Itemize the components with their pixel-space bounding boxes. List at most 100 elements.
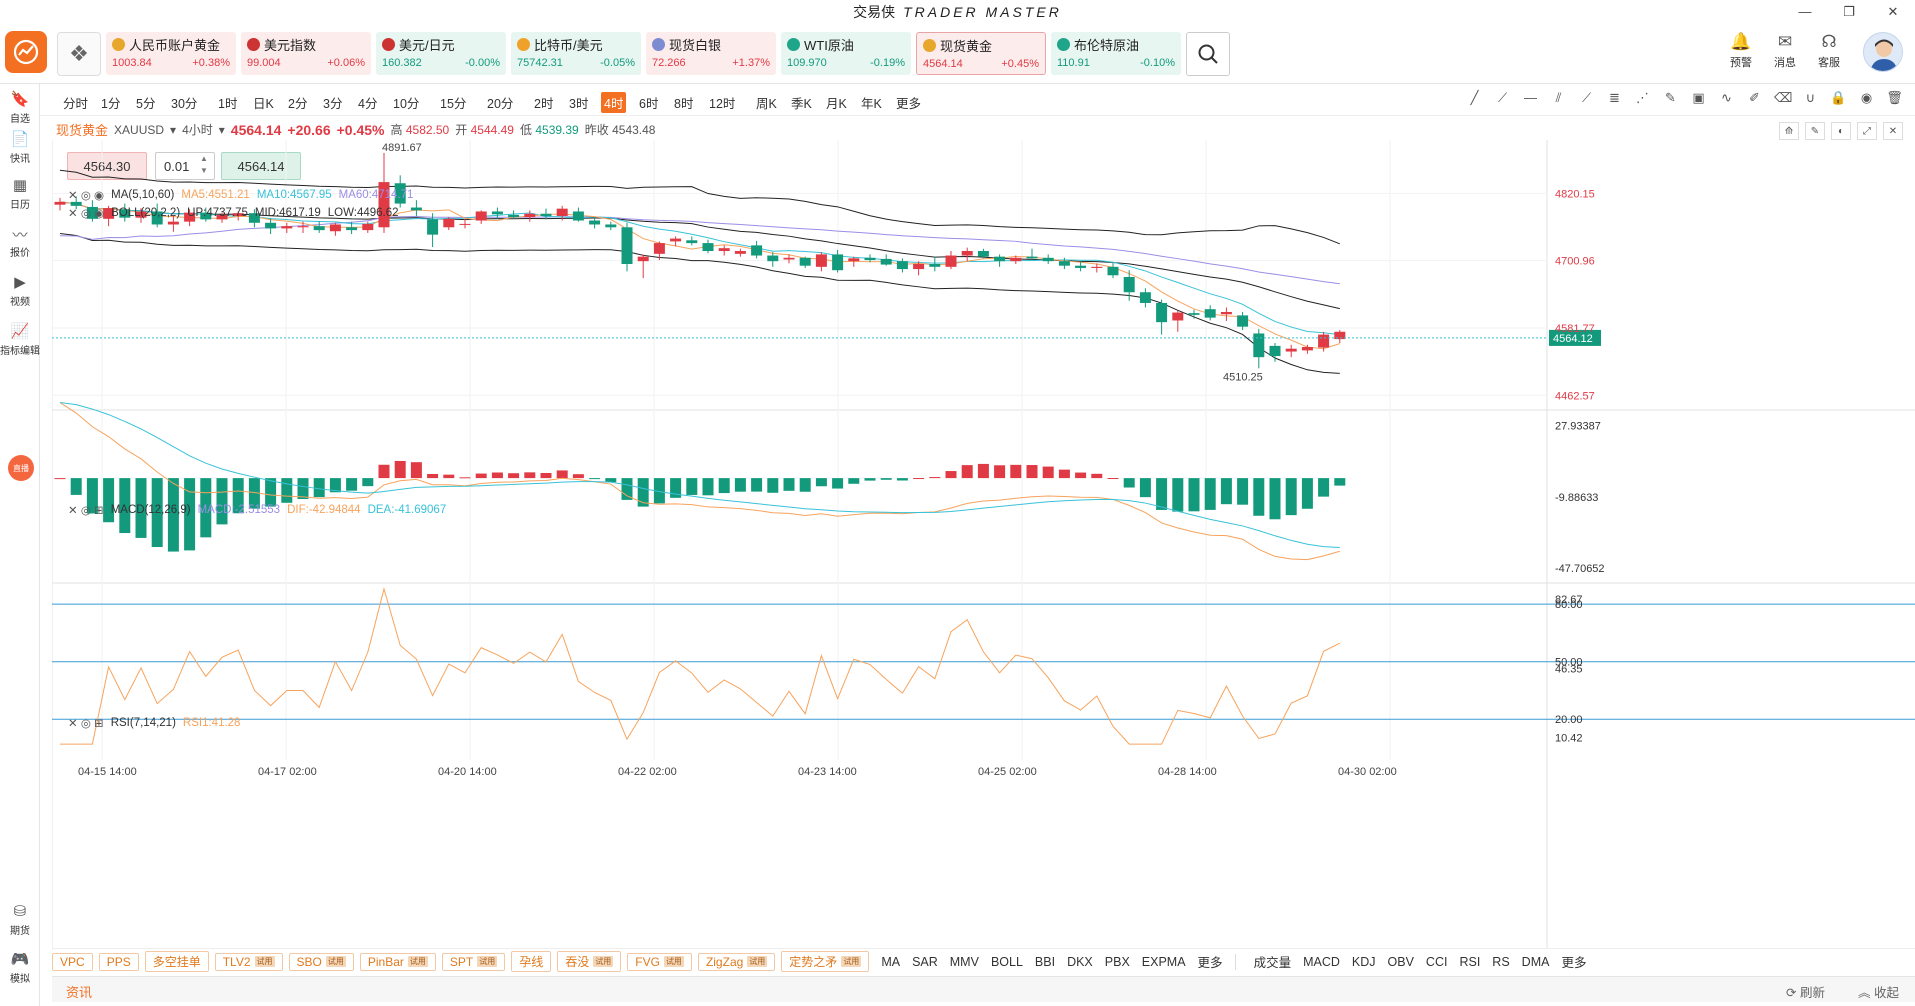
ticker-2[interactable]: 美元/日元 160.382 -0.00% xyxy=(376,32,506,75)
period-6[interactable]: 2分 xyxy=(288,97,308,111)
main-ind-3[interactable]: BOLL xyxy=(990,954,1023,969)
draw-icon[interactable]: ✎ xyxy=(1805,122,1825,140)
sub-ind-6[interactable]: RS xyxy=(1492,954,1510,969)
period-16[interactable]: 8时 xyxy=(674,97,694,111)
ticker-1[interactable]: 美元指数 99.004 +0.06% xyxy=(241,32,371,75)
ticker-0[interactable]: 人民币账户黄金 1003.84 +0.38% xyxy=(106,32,236,75)
trash-icon[interactable]: 🗑 xyxy=(1886,90,1903,105)
main-ind-1[interactable]: SAR xyxy=(912,954,938,969)
ticker-3[interactable]: 比特币/美元 75742.31 -0.05% xyxy=(511,32,641,75)
tag-1[interactable]: PPS xyxy=(98,952,139,971)
close-icon[interactable]: ✕ xyxy=(1887,4,1899,19)
ticker-6[interactable]: 现货黄金 4564.14 +0.45% xyxy=(916,32,1046,75)
chevron-down-icon[interactable]: ▾ xyxy=(218,122,225,137)
tag-2[interactable]: 多空挂单 xyxy=(144,951,209,972)
horizontal-line-icon[interactable]: — xyxy=(1524,90,1537,105)
sell-price-button[interactable]: 4564.30 xyxy=(67,152,147,180)
ray-line-icon[interactable]: ⟋ xyxy=(1497,90,1508,105)
news-tab[interactable]: 资讯 xyxy=(66,985,93,1000)
period-18[interactable]: 周K xyxy=(756,97,777,111)
tag-0[interactable]: VPC xyxy=(52,952,93,971)
tag-9[interactable]: FVG 试用 xyxy=(627,952,692,971)
sidebar-item-video[interactable]: ▶ 视频 xyxy=(0,273,40,308)
maximize-icon[interactable]: ❐ xyxy=(1843,4,1855,19)
sidebar-item-flash[interactable]: 📄 快讯 xyxy=(0,130,40,165)
wave-icon[interactable]: ∿ xyxy=(1721,90,1732,105)
sub-ind-5[interactable]: RSI xyxy=(1459,954,1481,969)
sidebar-item-quotes[interactable]: 〰报价 xyxy=(0,224,40,259)
period-20[interactable]: 月K xyxy=(826,97,847,111)
main-ind-5[interactable]: DKX xyxy=(1067,954,1093,969)
chart-type-icon[interactable]: ⟰ xyxy=(1779,122,1799,140)
trend-line-icon[interactable]: ╱ xyxy=(1470,90,1479,105)
alert-button[interactable]: 🔔 预警 xyxy=(1725,32,1757,70)
compare-icon[interactable]: ◐ xyxy=(1831,122,1851,140)
sub-ind-4[interactable]: CCI xyxy=(1425,954,1448,969)
sidebar-item-calendar[interactable]: ▦ 日历 xyxy=(0,176,40,211)
quantity-stepper[interactable]: 0.01 xyxy=(155,152,215,180)
tag-6[interactable]: SPT 试用 xyxy=(441,952,506,971)
message-button[interactable]: ✉ 消息 xyxy=(1769,32,1801,70)
period-22[interactable]: 更多 xyxy=(896,97,922,111)
period-14[interactable]: 4时 xyxy=(601,92,627,113)
period-12[interactable]: 2时 xyxy=(534,97,554,111)
period-7[interactable]: 3分 xyxy=(323,97,343,111)
buy-price-button[interactable]: 4564.14 xyxy=(221,152,301,180)
tag-4[interactable]: SBO 试用 xyxy=(288,952,354,971)
sidebar-item-demo[interactable]: 🎮 模拟 xyxy=(0,950,40,985)
period-11[interactable]: 20分 xyxy=(487,97,514,111)
collapse-button[interactable]: ︽ 收起 xyxy=(1858,986,1899,1000)
eraser-icon[interactable]: ⌫ xyxy=(1774,90,1793,105)
period-15[interactable]: 6时 xyxy=(639,97,659,111)
period-3[interactable]: 30分 xyxy=(171,97,198,111)
parallel-line-icon[interactable]: ⫽ xyxy=(1555,90,1562,105)
fan-icon[interactable]: ⋰ xyxy=(1636,90,1649,105)
ticker-5[interactable]: WTI原油 109.970 -0.19% xyxy=(781,32,911,75)
image-icon[interactable]: ▣ xyxy=(1692,90,1705,105)
menu-grid-icon[interactable]: ❖ xyxy=(57,32,101,76)
refresh-button[interactable]: ⟳ 刷新 xyxy=(1786,986,1825,1000)
period-21[interactable]: 年K xyxy=(861,97,882,111)
close-boll-icon[interactable]: ✕ ◎ ◉ xyxy=(68,208,105,220)
period-17[interactable]: 12时 xyxy=(709,97,736,111)
pen-icon[interactable]: ✎ xyxy=(1665,90,1676,105)
tag-7[interactable]: 孕线 xyxy=(511,951,552,972)
magnet-icon[interactable]: ∪ xyxy=(1805,90,1816,105)
main-ind-4[interactable]: BBI xyxy=(1034,954,1056,969)
period-5[interactable]: 日K xyxy=(253,97,274,111)
period-19[interactable]: 季K xyxy=(791,97,812,111)
sub-ind-3[interactable]: OBV xyxy=(1387,954,1414,969)
period-13[interactable]: 3时 xyxy=(569,97,589,111)
tag-5[interactable]: PinBar 试用 xyxy=(359,952,436,971)
main-ind-7[interactable]: EXPMA xyxy=(1141,954,1186,969)
app-logo-icon[interactable] xyxy=(5,31,47,73)
close-rsi-icon[interactable]: ✕ ◎ ⊞ xyxy=(68,718,104,730)
sub-ind-7[interactable]: DMA xyxy=(1521,954,1550,969)
fullscreen-icon[interactable]: ⤢ xyxy=(1857,122,1877,140)
live-button[interactable]: 直播 xyxy=(8,455,34,481)
avatar[interactable] xyxy=(1863,32,1903,72)
period-8[interactable]: 4分 xyxy=(358,97,378,111)
main-ind-8[interactable]: 更多 xyxy=(1197,956,1223,970)
close-macd-icon[interactable]: ✕ ◎ ⊞ xyxy=(68,505,104,517)
period-4[interactable]: 1时 xyxy=(218,97,238,111)
symbol-name[interactable]: 现货黄金 xyxy=(56,123,109,138)
tag-10[interactable]: ZigZag 试用 xyxy=(697,952,776,971)
stepper-arrows-icon[interactable]: ▲ ▼ xyxy=(200,154,208,175)
close-chart-icon[interactable]: ✕ xyxy=(1883,122,1903,140)
sub-ind-1[interactable]: MACD xyxy=(1303,954,1340,969)
eye-icon[interactable]: ◉ xyxy=(1860,90,1873,105)
tag-3[interactable]: TLV2 试用 xyxy=(214,952,283,971)
tag-11[interactable]: 定势之矛 试用 xyxy=(781,951,870,972)
ticker-4[interactable]: 现货白银 72.266 +1.37% xyxy=(646,32,776,75)
period-10[interactable]: 15分 xyxy=(440,97,467,111)
period-1[interactable]: 1分 xyxy=(101,97,121,111)
sidebar-item-watchlist[interactable]: 🔖 自选 xyxy=(0,90,40,125)
lock-icon[interactable]: 🔒 xyxy=(1830,90,1847,105)
service-button[interactable]: ☊ 客服 xyxy=(1813,32,1845,70)
main-ind-2[interactable]: MMV xyxy=(949,954,979,969)
period-2[interactable]: 5分 xyxy=(136,97,156,111)
close-ma-icon[interactable]: ✕ ◎ ◉ xyxy=(68,190,105,202)
minimize-icon[interactable]: — xyxy=(1798,4,1812,19)
sidebar-item-futures[interactable]: ⛁ 期货 xyxy=(0,902,40,937)
